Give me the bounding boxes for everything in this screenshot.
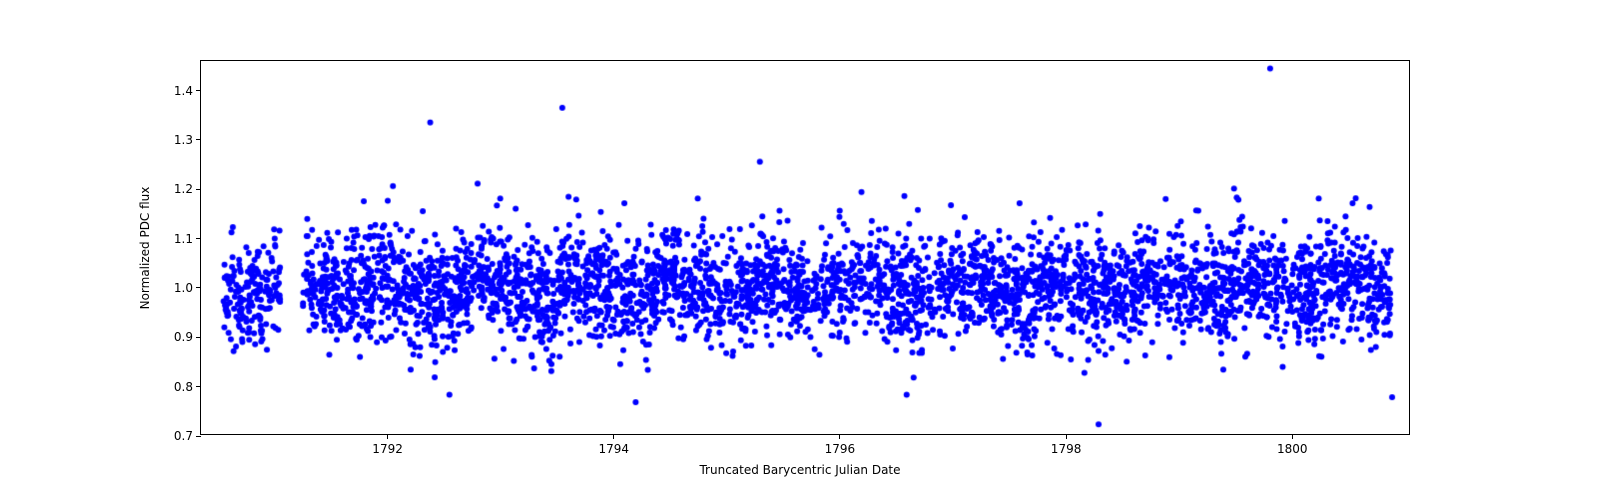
- xtick-label: 1800: [1277, 434, 1308, 456]
- scatter-canvas: [201, 61, 1409, 434]
- ytick-label: 1.4: [174, 84, 201, 98]
- xtick-label: 1798: [1051, 434, 1082, 456]
- ytick-label: 0.9: [174, 330, 201, 344]
- ytick-label: 0.7: [174, 429, 201, 443]
- ytick-label: 1.2: [174, 182, 201, 196]
- ytick-label: 0.8: [174, 380, 201, 394]
- xtick-label: 1794: [598, 434, 629, 456]
- figure-container: 0.7 0.8 0.9 1.0 1.1 1.2 1.3 1.4 1792 1794 1796 1798…: [0, 0, 1600, 500]
- x-axis-label: Truncated Barycentric Julian Date: [699, 463, 900, 477]
- ytick-label: 1.3: [174, 133, 201, 147]
- xtick-label: 1796: [825, 434, 856, 456]
- ytick-label: 1.0: [174, 281, 201, 295]
- xtick-label: 1792: [372, 434, 403, 456]
- ytick-label: 1.1: [174, 232, 201, 246]
- y-axis-label: Normalized PDC flux: [138, 186, 152, 309]
- plot-area: 0.70.80.91.01.11.21.31.41792179417961798…: [200, 60, 1410, 435]
